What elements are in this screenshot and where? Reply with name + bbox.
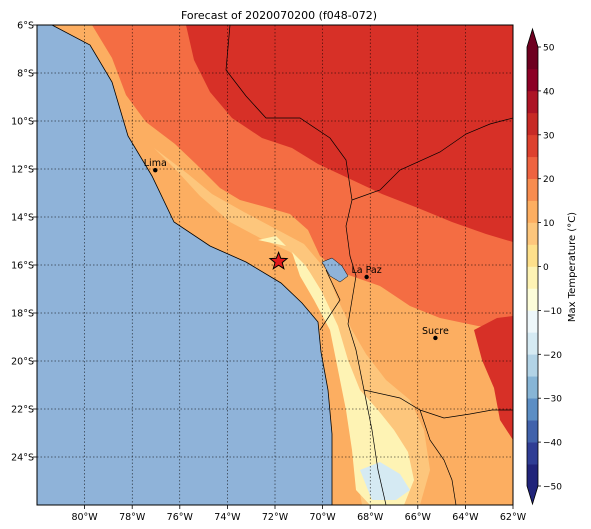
lat-tick-label: 6°S bbox=[17, 21, 34, 32]
colorbar-band bbox=[527, 244, 538, 267]
colorbar-band bbox=[527, 200, 538, 223]
colorbar-label: Max Temperature (°C) bbox=[567, 212, 578, 322]
lat-tick-label: 20°S bbox=[11, 357, 34, 368]
colorbar-band bbox=[527, 420, 538, 443]
lake-titicaca bbox=[321, 257, 349, 283]
city-dot bbox=[153, 168, 158, 173]
colorbar-band bbox=[527, 310, 538, 333]
colorbar-tick-label: 0 bbox=[543, 263, 549, 273]
colorbar-band bbox=[527, 464, 538, 487]
city-dot bbox=[433, 335, 438, 341]
lat-tick-label: 22°S bbox=[11, 405, 34, 416]
colorbar-band bbox=[527, 47, 538, 70]
city-label: Sucre bbox=[422, 326, 449, 337]
colorbar-band bbox=[527, 134, 538, 158]
longitude-axis: 80°W 78°W 76°W 74°W 72°W 70°W 68°W 66°W 64°W 62°W bbox=[71, 505, 527, 523]
colorbar-tick-label: −50 bbox=[543, 483, 562, 493]
colorbar-tick-label: 30 bbox=[543, 131, 555, 141]
lon-tick-label: 78°W bbox=[119, 512, 146, 523]
colorbar-band bbox=[527, 288, 538, 311]
map-panel: Lima La Paz Sucre bbox=[37, 25, 513, 505]
temperature-band-0-5 bbox=[360, 462, 410, 500]
lon-tick-label: 72°W bbox=[262, 512, 289, 523]
colorbar-extend-max bbox=[527, 29, 538, 47]
temperature-band-30-35 bbox=[186, 25, 513, 242]
lat-tick-label: 14°S bbox=[11, 213, 34, 224]
colorbar-band bbox=[527, 398, 538, 421]
colorbar-band bbox=[527, 68, 538, 92]
national-borders bbox=[225, 25, 513, 505]
city-label: La Paz bbox=[352, 265, 382, 276]
lat-tick-label: 18°S bbox=[11, 309, 34, 320]
lat-tick-label: 24°S bbox=[11, 453, 34, 464]
colorbar-band bbox=[527, 112, 538, 136]
lon-tick-label: 64°W bbox=[452, 512, 479, 523]
colorbar-tick-label: −40 bbox=[543, 439, 562, 449]
lon-tick-label: 70°W bbox=[309, 512, 336, 523]
colorbar-extend-min bbox=[527, 486, 538, 504]
colorbar-tick-label: 40 bbox=[543, 87, 555, 97]
latitude-axis: 6°S 8°S 10°S 12°S 14°S 16°S 18°S 20°S 22°S 24°S bbox=[11, 21, 37, 464]
colorbar-ticks: 50 40 30 20 10 0 −10 −20 −30 −40 −50 bbox=[538, 44, 562, 493]
lon-tick-label: 68°W bbox=[357, 512, 384, 523]
lat-tick-label: 16°S bbox=[11, 261, 34, 272]
colorbar-tick-label: 50 bbox=[543, 44, 555, 54]
lon-tick-label: 74°W bbox=[214, 512, 241, 523]
colorbar-tick-label: −10 bbox=[543, 307, 562, 317]
colorbar-band bbox=[527, 266, 538, 289]
colorbar-band bbox=[527, 156, 538, 179]
colorbar-tick-label: −30 bbox=[543, 395, 562, 405]
colorbar-tick-label: −20 bbox=[543, 351, 562, 361]
lat-tick-label: 10°S bbox=[11, 117, 34, 128]
colorbar-band bbox=[527, 222, 538, 245]
lon-tick-label: 76°W bbox=[167, 512, 194, 523]
colorbar-band bbox=[527, 332, 538, 355]
colorbar-band bbox=[527, 442, 538, 465]
colorbar-band bbox=[527, 90, 538, 114]
city-label: Lima bbox=[144, 158, 167, 169]
colorbar: 50 40 30 20 10 0 −10 −20 −30 −40 −50 Max Temperatu… bbox=[526, 27, 578, 506]
lon-tick-label: 80°W bbox=[71, 512, 98, 523]
lat-tick-label: 12°S bbox=[11, 165, 34, 176]
map-gridlines bbox=[37, 25, 513, 505]
colorbar-tick-label: 20 bbox=[543, 175, 555, 185]
map-title: Forecast of 2020070200 (f048-072) bbox=[181, 9, 377, 22]
city-markers: Lima La Paz Sucre bbox=[144, 158, 449, 341]
colorbar-band bbox=[527, 178, 538, 201]
coastline bbox=[51, 25, 333, 505]
lat-tick-label: 8°S bbox=[17, 69, 34, 80]
colorbar-band bbox=[527, 376, 538, 399]
star-marker bbox=[268, 250, 289, 270]
colorbar-tick-label: 10 bbox=[543, 219, 555, 229]
colorbar-band bbox=[527, 354, 538, 377]
colorbar-bands bbox=[527, 29, 538, 504]
city-dot bbox=[364, 274, 369, 280]
temperature-band-10-15 bbox=[258, 236, 414, 505]
lon-tick-label: 62°W bbox=[500, 512, 527, 523]
lon-tick-label: 66°W bbox=[405, 512, 432, 523]
